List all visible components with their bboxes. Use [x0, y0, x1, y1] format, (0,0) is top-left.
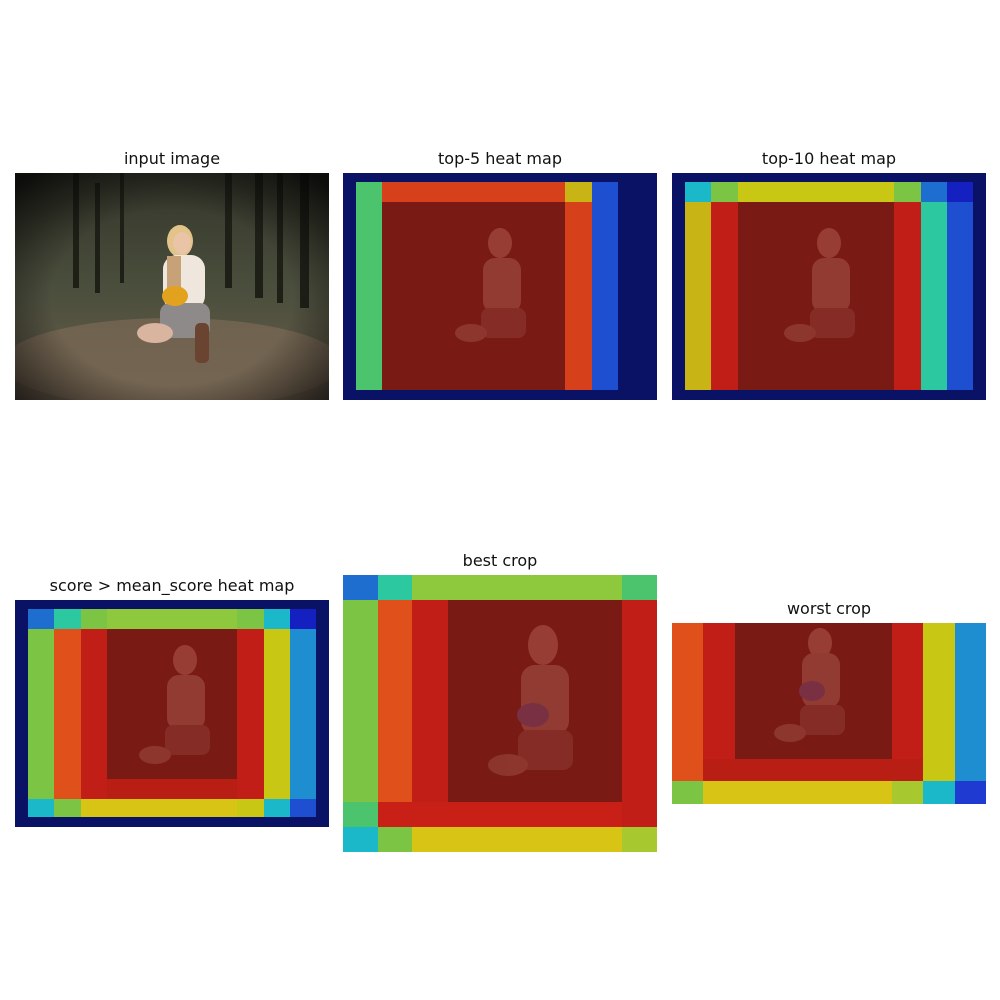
best-crop-panel [343, 575, 657, 852]
mean-heatmap [15, 600, 329, 827]
mean-heatmap-panel [15, 600, 329, 827]
panel-title-top10: top-10 heat map [761, 149, 897, 168]
panel-title-top5: top-5 heat map [438, 149, 562, 168]
worst-crop-panel [672, 623, 986, 804]
heat-cell [382, 182, 565, 202]
top5-heatmap-panel [343, 173, 657, 400]
worst-crop-heatmap [672, 623, 986, 804]
input-image-panel [15, 173, 329, 400]
top5-heatmap [343, 173, 657, 400]
heat-cell [356, 182, 382, 390]
panel-title-input: input image [123, 149, 221, 168]
top10-heatmap-panel [672, 173, 986, 400]
panel-title-worst: worst crop [786, 599, 872, 618]
heat-core [382, 202, 565, 390]
panel-title-best: best crop [462, 551, 538, 570]
best-crop-heatmap [343, 575, 657, 852]
heat-cell [565, 202, 592, 390]
top10-heatmap [672, 173, 986, 400]
input-photo [15, 173, 329, 400]
heat-cell [592, 182, 618, 390]
panel-title-mean: score > mean_score heat map [49, 576, 295, 595]
heat-cell [565, 182, 592, 202]
